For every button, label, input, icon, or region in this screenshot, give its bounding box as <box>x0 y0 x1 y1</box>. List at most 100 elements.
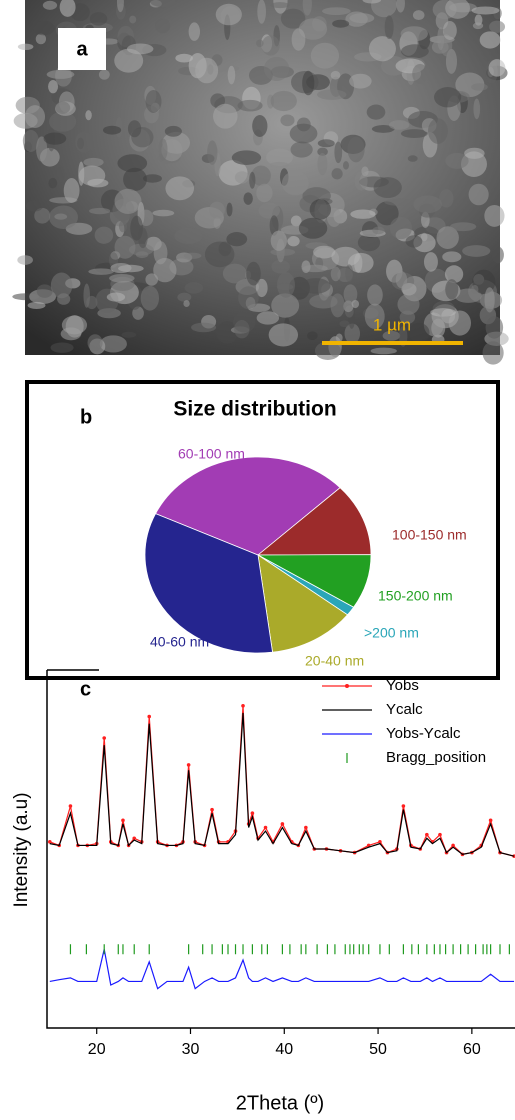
grain <box>127 120 142 138</box>
grain <box>207 140 218 165</box>
grain <box>317 152 328 176</box>
x-tick-label: 40 <box>275 1041 293 1058</box>
data-point <box>488 818 493 823</box>
grain <box>59 0 76 17</box>
x-tick-label: 60 <box>463 1041 481 1058</box>
grain <box>464 147 485 159</box>
grain <box>270 248 296 256</box>
grain <box>280 114 295 127</box>
grain <box>150 0 176 8</box>
series-line <box>49 949 515 990</box>
grain <box>471 83 488 91</box>
grain <box>158 138 168 161</box>
grain <box>334 141 343 164</box>
grain <box>257 0 266 24</box>
grain <box>152 209 175 217</box>
data-point <box>438 832 442 837</box>
grain <box>298 217 328 239</box>
grain <box>55 101 71 114</box>
legend-label: Yobs <box>386 677 419 694</box>
grain <box>317 139 335 148</box>
grain <box>449 222 477 232</box>
grain <box>428 118 448 144</box>
grain <box>373 177 402 199</box>
grain <box>434 87 462 108</box>
grain <box>298 18 328 40</box>
grain <box>123 167 147 192</box>
grain <box>347 252 374 273</box>
grain <box>491 246 504 264</box>
grain <box>430 308 456 317</box>
data-point <box>401 804 406 808</box>
grain <box>145 89 162 114</box>
grain <box>471 6 500 15</box>
grain <box>290 215 302 227</box>
grain <box>357 233 381 252</box>
grain <box>46 69 75 79</box>
grain <box>175 53 193 63</box>
grain <box>370 347 397 355</box>
grain <box>48 177 58 189</box>
grain <box>49 111 77 132</box>
grain <box>89 207 111 215</box>
grain <box>395 271 408 289</box>
grain <box>117 154 148 173</box>
grain <box>412 10 425 21</box>
x-axis-title: 2Theta (º) <box>236 1092 324 1114</box>
grain <box>268 323 299 347</box>
grain <box>48 205 78 230</box>
grain <box>126 43 154 55</box>
axis-frame <box>46 669 515 1029</box>
grain <box>322 7 351 15</box>
grain <box>251 165 271 186</box>
grain <box>106 292 126 302</box>
grain <box>342 161 349 170</box>
grain <box>330 293 345 318</box>
grain <box>226 202 233 217</box>
pie-slice <box>257 554 349 653</box>
grain <box>87 334 103 352</box>
grain <box>401 44 429 59</box>
grain <box>116 0 124 13</box>
grain <box>397 293 420 315</box>
xrd-panel: 20 30 40 50 60 Yobs Ycalc Yobs-Ycalc Bragg_posit… <box>11 669 515 1114</box>
grain <box>237 99 263 112</box>
panel-label: a <box>76 38 88 60</box>
grain <box>195 57 219 84</box>
grain <box>184 282 204 294</box>
grain <box>164 125 182 137</box>
data-point <box>451 843 455 848</box>
grain <box>183 252 202 259</box>
grain <box>400 26 428 42</box>
grain <box>109 273 135 283</box>
pie-slice <box>256 487 372 556</box>
grain <box>281 171 309 196</box>
data-point <box>263 825 268 830</box>
grain <box>436 226 459 250</box>
grain <box>302 70 315 96</box>
grain <box>326 207 342 227</box>
grain <box>287 235 300 247</box>
grain <box>213 103 238 129</box>
grain <box>24 105 46 129</box>
slice-label: 20-40 nm <box>305 653 364 669</box>
x-tick-label: 30 <box>182 1041 200 1058</box>
grain <box>271 293 300 318</box>
grain <box>114 48 144 73</box>
grain <box>372 226 385 235</box>
grain <box>488 59 506 77</box>
grain <box>269 215 279 236</box>
grain <box>238 286 259 310</box>
grain <box>444 265 464 284</box>
grain <box>413 195 443 214</box>
grain <box>384 15 394 40</box>
legend-marker <box>345 684 349 688</box>
grain <box>330 266 341 282</box>
data-point <box>48 840 52 844</box>
grain <box>140 285 160 311</box>
legend-label: Ycalc <box>386 701 423 718</box>
grain <box>382 330 401 341</box>
grain <box>231 150 262 165</box>
grain <box>291 28 306 51</box>
